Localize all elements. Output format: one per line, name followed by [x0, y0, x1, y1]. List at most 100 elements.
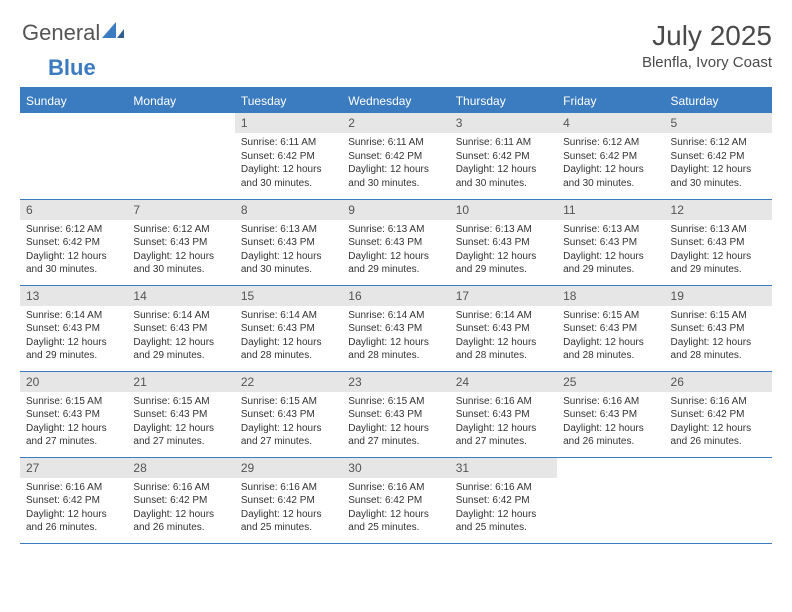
day-details: Sunrise: 6:12 AMSunset: 6:42 PMDaylight:…: [557, 133, 664, 196]
sunset-text: Sunset: 6:42 PM: [671, 150, 766, 164]
sunset-text: Sunset: 6:42 PM: [241, 150, 336, 164]
sunset-text: Sunset: 6:43 PM: [348, 408, 443, 422]
brand-logo: General: [20, 20, 126, 46]
sunrise-text: Sunrise: 6:13 AM: [563, 223, 658, 237]
day-number: 20: [20, 372, 127, 392]
sunrise-text: Sunrise: 6:16 AM: [241, 481, 336, 495]
calendar-day-cell: 16Sunrise: 6:14 AMSunset: 6:43 PMDayligh…: [342, 285, 449, 371]
calendar-day-cell: 6Sunrise: 6:12 AMSunset: 6:42 PMDaylight…: [20, 199, 127, 285]
day-details: Sunrise: 6:15 AMSunset: 6:43 PMDaylight:…: [665, 306, 772, 369]
daylight-text: Daylight: 12 hours and 29 minutes.: [133, 336, 228, 363]
day-number: 7: [127, 200, 234, 220]
calendar-day-cell: 30Sunrise: 6:16 AMSunset: 6:42 PMDayligh…: [342, 457, 449, 543]
calendar-day-cell: 10Sunrise: 6:13 AMSunset: 6:43 PMDayligh…: [450, 199, 557, 285]
calendar-day-cell: 22Sunrise: 6:15 AMSunset: 6:43 PMDayligh…: [235, 371, 342, 457]
day-details: Sunrise: 6:13 AMSunset: 6:43 PMDaylight:…: [450, 220, 557, 283]
day-details: Sunrise: 6:14 AMSunset: 6:43 PMDaylight:…: [342, 306, 449, 369]
day-number: 25: [557, 372, 664, 392]
sunset-text: Sunset: 6:42 PM: [563, 150, 658, 164]
daylight-text: Daylight: 12 hours and 27 minutes.: [133, 422, 228, 449]
day-number: 12: [665, 200, 772, 220]
calendar-day-cell: 14Sunrise: 6:14 AMSunset: 6:43 PMDayligh…: [127, 285, 234, 371]
day-number: 5: [665, 113, 772, 133]
day-number: 18: [557, 286, 664, 306]
title-block: July 2025 Blenfla, Ivory Coast: [642, 20, 772, 71]
calendar-day-cell: 2Sunrise: 6:11 AMSunset: 6:42 PMDaylight…: [342, 113, 449, 199]
calendar-day-cell: 20Sunrise: 6:15 AMSunset: 6:43 PMDayligh…: [20, 371, 127, 457]
daylight-text: Daylight: 12 hours and 25 minutes.: [241, 508, 336, 535]
daylight-text: Daylight: 12 hours and 30 minutes.: [456, 163, 551, 190]
day-details: Sunrise: 6:13 AMSunset: 6:43 PMDaylight:…: [557, 220, 664, 283]
sunrise-text: Sunrise: 6:16 AM: [348, 481, 443, 495]
sunrise-text: Sunrise: 6:11 AM: [348, 136, 443, 150]
sunrise-text: Sunrise: 6:12 AM: [133, 223, 228, 237]
day-details: Sunrise: 6:16 AMSunset: 6:42 PMDaylight:…: [20, 478, 127, 541]
day-number: 15: [235, 286, 342, 306]
day-number: 17: [450, 286, 557, 306]
weekday-header: Monday: [127, 88, 234, 113]
day-number: 14: [127, 286, 234, 306]
calendar-day-cell: 31Sunrise: 6:16 AMSunset: 6:42 PMDayligh…: [450, 457, 557, 543]
daylight-text: Daylight: 12 hours and 25 minutes.: [348, 508, 443, 535]
day-number: 11: [557, 200, 664, 220]
sunset-text: Sunset: 6:43 PM: [671, 236, 766, 250]
sunset-text: Sunset: 6:42 PM: [456, 150, 551, 164]
sunrise-text: Sunrise: 6:13 AM: [348, 223, 443, 237]
sunset-text: Sunset: 6:43 PM: [241, 408, 336, 422]
sunrise-text: Sunrise: 6:15 AM: [563, 309, 658, 323]
calendar-week-row: 13Sunrise: 6:14 AMSunset: 6:43 PMDayligh…: [20, 285, 772, 371]
calendar-day-cell: 8Sunrise: 6:13 AMSunset: 6:43 PMDaylight…: [235, 199, 342, 285]
day-details: Sunrise: 6:15 AMSunset: 6:43 PMDaylight:…: [20, 392, 127, 455]
calendar-day-cell: ..: [665, 457, 772, 543]
sunset-text: Sunset: 6:42 PM: [348, 494, 443, 508]
sunset-text: Sunset: 6:42 PM: [348, 150, 443, 164]
sunrise-text: Sunrise: 6:14 AM: [133, 309, 228, 323]
sunset-text: Sunset: 6:43 PM: [133, 322, 228, 336]
calendar-day-cell: 3Sunrise: 6:11 AMSunset: 6:42 PMDaylight…: [450, 113, 557, 199]
weekday-header: Thursday: [450, 88, 557, 113]
sunset-text: Sunset: 6:43 PM: [133, 408, 228, 422]
weekday-header: Sunday: [20, 88, 127, 113]
sunrise-text: Sunrise: 6:16 AM: [26, 481, 121, 495]
day-details: Sunrise: 6:15 AMSunset: 6:43 PMDaylight:…: [342, 392, 449, 455]
daylight-text: Daylight: 12 hours and 30 minutes.: [563, 163, 658, 190]
daylight-text: Daylight: 12 hours and 29 minutes.: [456, 250, 551, 277]
day-number: 16: [342, 286, 449, 306]
calendar-day-cell: 9Sunrise: 6:13 AMSunset: 6:43 PMDaylight…: [342, 199, 449, 285]
location: Blenfla, Ivory Coast: [642, 54, 772, 71]
sunset-text: Sunset: 6:43 PM: [26, 408, 121, 422]
calendar-day-cell: 5Sunrise: 6:12 AMSunset: 6:42 PMDaylight…: [665, 113, 772, 199]
day-details: Sunrise: 6:14 AMSunset: 6:43 PMDaylight:…: [127, 306, 234, 369]
day-details: Sunrise: 6:16 AMSunset: 6:42 PMDaylight:…: [342, 478, 449, 541]
day-details: Sunrise: 6:16 AMSunset: 6:43 PMDaylight:…: [557, 392, 664, 455]
day-details: Sunrise: 6:12 AMSunset: 6:42 PMDaylight:…: [20, 220, 127, 283]
day-details: Sunrise: 6:14 AMSunset: 6:43 PMDaylight:…: [20, 306, 127, 369]
sunrise-text: Sunrise: 6:12 AM: [26, 223, 121, 237]
sunrise-text: Sunrise: 6:16 AM: [671, 395, 766, 409]
sunrise-text: Sunrise: 6:15 AM: [348, 395, 443, 409]
calendar-day-cell: 11Sunrise: 6:13 AMSunset: 6:43 PMDayligh…: [557, 199, 664, 285]
day-number: 26: [665, 372, 772, 392]
sunset-text: Sunset: 6:43 PM: [133, 236, 228, 250]
day-details: Sunrise: 6:11 AMSunset: 6:42 PMDaylight:…: [450, 133, 557, 196]
sunset-text: Sunset: 6:43 PM: [563, 408, 658, 422]
sunset-text: Sunset: 6:42 PM: [671, 408, 766, 422]
daylight-text: Daylight: 12 hours and 27 minutes.: [241, 422, 336, 449]
day-number: 30: [342, 458, 449, 478]
daylight-text: Daylight: 12 hours and 26 minutes.: [563, 422, 658, 449]
sunrise-text: Sunrise: 6:15 AM: [26, 395, 121, 409]
calendar-day-cell: 26Sunrise: 6:16 AMSunset: 6:42 PMDayligh…: [665, 371, 772, 457]
sunset-text: Sunset: 6:42 PM: [241, 494, 336, 508]
sunrise-text: Sunrise: 6:14 AM: [456, 309, 551, 323]
calendar-week-row: 6Sunrise: 6:12 AMSunset: 6:42 PMDaylight…: [20, 199, 772, 285]
calendar-day-cell: 23Sunrise: 6:15 AMSunset: 6:43 PMDayligh…: [342, 371, 449, 457]
sunrise-text: Sunrise: 6:13 AM: [456, 223, 551, 237]
daylight-text: Daylight: 12 hours and 28 minutes.: [241, 336, 336, 363]
day-number: 27: [20, 458, 127, 478]
calendar-day-cell: 7Sunrise: 6:12 AMSunset: 6:43 PMDaylight…: [127, 199, 234, 285]
day-details: Sunrise: 6:15 AMSunset: 6:43 PMDaylight:…: [127, 392, 234, 455]
daylight-text: Daylight: 12 hours and 28 minutes.: [671, 336, 766, 363]
calendar-day-cell: 29Sunrise: 6:16 AMSunset: 6:42 PMDayligh…: [235, 457, 342, 543]
day-number: 3: [450, 113, 557, 133]
month-title: July 2025: [642, 20, 772, 52]
